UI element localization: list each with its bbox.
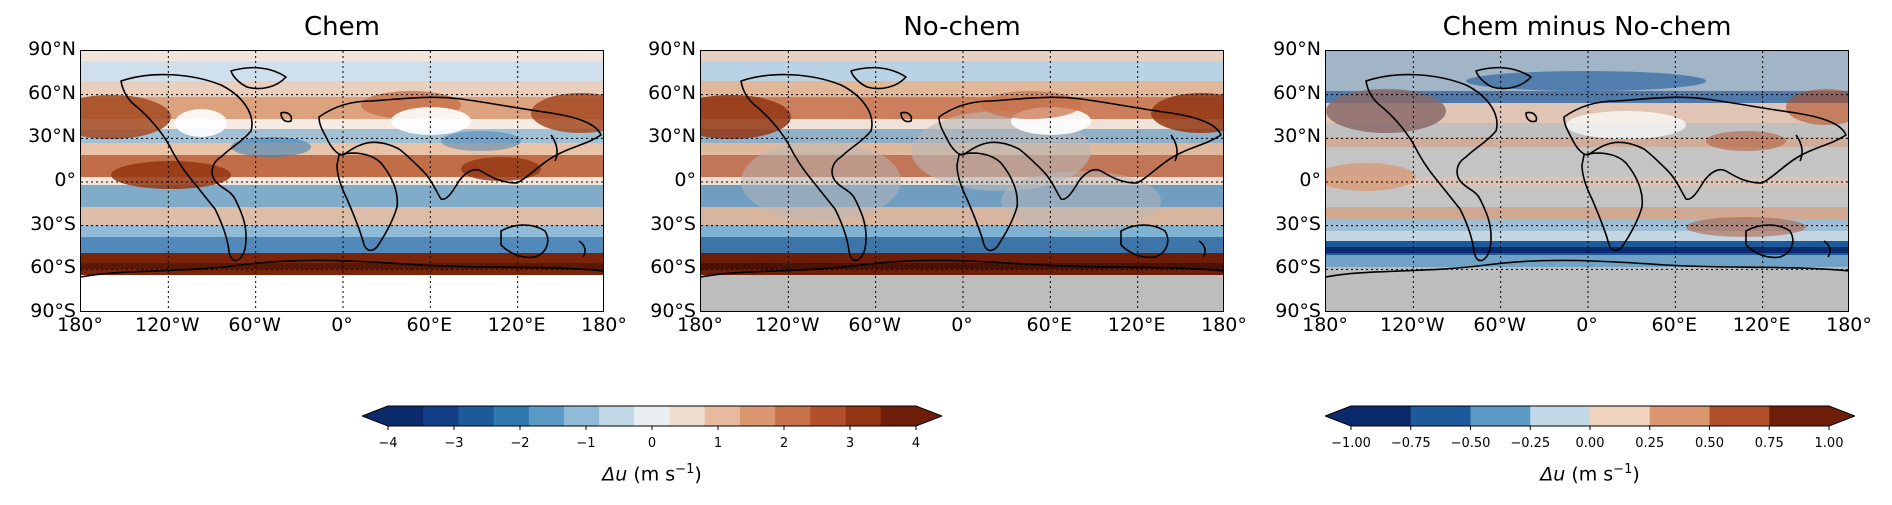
map-chem [80,50,604,312]
colorbar-label-close: ) [694,463,702,486]
colorbar-tick-label: 0.00 [1575,436,1605,451]
longitude-tick-label: 180° [1826,314,1872,336]
colorbar-tick-label: 0.25 [1635,436,1665,451]
latitude-tick-label: 60°N [28,81,76,104]
colorbar-left-scale [362,405,942,430]
colorbar-left-label: Δu (m s−1) [362,462,942,485]
panel-nochem: No-chem 90°N 60°N 30°N 0° 30°S 60°S 90°S 180° 12… [620,0,1247,340]
colorbar-right-scale [1325,405,1855,430]
longitude-tick-label: 180° [581,314,627,336]
colorbar-tick-label: 0.75 [1754,436,1784,451]
colorbar-tick-label: 3 [845,436,855,451]
colorbar-tick-label: 0 [647,436,657,451]
latitude-tick-label: 30°N [1273,125,1321,148]
longitude-tick-label: 180° [677,314,723,336]
colorbar-tick-label: −2 [510,436,530,451]
colorbar-tick-label: −0.75 [1390,436,1431,451]
longitude-tick-label: 180° [1201,314,1247,336]
colorbar-label-close: ) [1632,463,1640,486]
latitude-tick-label: 90°S [30,300,76,322]
latitude-tick-label: 90°S [1275,300,1321,322]
colorbar-label-symbol: Δu [602,463,628,486]
panel-title: Chem [304,12,380,42]
colorbar-tick-label: −1 [576,436,596,451]
latitude-tick-label: 60°S [1275,256,1321,279]
map-field-chem [81,51,603,311]
latitude-tick-label: 90°N [1273,38,1321,60]
latitude-tick-label: 30°S [1275,212,1321,235]
latitude-tick-label: 30°S [650,212,696,235]
longitude-tick-label: 180° [1302,314,1348,336]
latitude-tick-label: 30°N [648,125,696,148]
latitude-tick-label: 60°N [1273,81,1321,104]
map-field-diff [1326,51,1848,311]
panel-diff: Chem minus No-chem 90°N 60°N 30°N 0° 30°S 60°… [1245,0,1872,340]
colorbar-left: −4 −3 −2 −1 0 1 2 3 4 Δu (m s−1) [362,400,942,485]
colorbar-label-symbol: Δu [1540,463,1566,486]
map-nochem [700,50,1224,312]
longitude-tick-label: 60°W [1473,314,1526,336]
colorbar-tick-label: −4 [378,436,398,451]
longitude-tick-label: 60°E [1651,314,1698,336]
latitude-tick-label: 60°S [650,256,696,279]
longitude-tick-label: 60°W [228,314,281,336]
latitude-tick-label: 0° [54,169,76,191]
longitude-tick-label: 120°W [1380,314,1445,336]
colorbar-tick-label: −1.00 [1331,436,1371,451]
latitude-tick-label: 90°N [28,38,76,60]
latitude-tick-label: 90°S [650,300,696,322]
longitude-tick-label: 0° [951,314,973,336]
latitude-tick-label: 30°N [28,125,76,148]
colorbar-label-units: (m s [1571,463,1614,486]
colorbar-right: −1.00 −0.75 −0.50 −0.25 0.00 0.25 0.50 0.75 1.00… [1325,400,1855,485]
longitude-tick-label: 60°E [406,314,453,336]
map-field-nochem [701,51,1223,311]
longitude-tick-label: 120°E [1107,314,1166,336]
longitude-tick-label: 180° [57,314,103,336]
panel-title: No-chem [903,12,1021,42]
colorbar-label-exponent: −1 [675,462,695,477]
colorbar-tick-label: 1.00 [1814,436,1844,451]
panel-chem: Chem 90°N 60°N 30°N 0° 30°S 60°S 90°S 180° 120°W… [0,0,627,340]
longitude-tick-label: 60°W [848,314,901,336]
longitude-tick-label: 120°W [135,314,200,336]
latitude-tick-label: 0° [1299,169,1321,191]
panel-title: Chem minus No-chem [1442,12,1732,42]
latitude-tick-label: 30°S [30,212,76,235]
colorbar-label-units: (m s [633,463,676,486]
colorbar-label-exponent: −1 [1613,462,1633,477]
longitude-tick-label: 0° [331,314,353,336]
colorbar-tick-label: 4 [911,436,921,451]
colorbar-right-label: Δu (m s−1) [1325,462,1855,485]
colorbar-tick-label: 0.50 [1695,436,1724,451]
longitude-tick-label: 0° [1576,314,1598,336]
latitude-tick-label: 60°S [30,256,76,279]
colorbar-tick-label: 1 [713,436,723,451]
latitude-tick-label: 90°N [648,38,696,60]
longitude-tick-label: 60°E [1026,314,1073,336]
longitude-tick-label: 120°E [1732,314,1791,336]
latitude-tick-label: 60°N [648,81,696,104]
colorbar-tick-label: −3 [444,436,464,451]
map-diff [1325,50,1849,312]
longitude-tick-label: 120°E [487,314,546,336]
colorbar-tick-label: 2 [779,436,789,451]
longitude-tick-label: 120°W [755,314,820,336]
colorbar-tick-label: −0.25 [1510,436,1551,451]
colorbar-tick-label: −0.50 [1450,436,1491,451]
latitude-tick-label: 0° [674,169,696,191]
